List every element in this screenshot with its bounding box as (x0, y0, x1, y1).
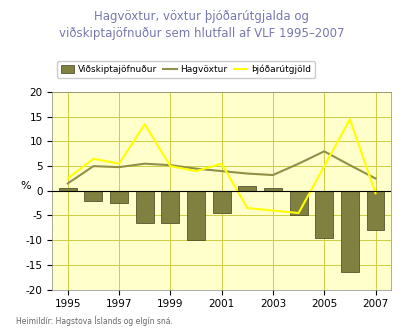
Legend: Viðskiptajöfnuður, Hagvöxtur, Þjóðarútgjöld: Viðskiptajöfnuður, Hagvöxtur, Þjóðarútgj… (57, 61, 315, 78)
Text: Heimildír: Hagstova Íslands og elgín sná.: Heimildír: Hagstova Íslands og elgín sná… (16, 315, 173, 326)
Bar (264, 188, 282, 191)
Bar (161, 191, 179, 223)
Bar (213, 191, 231, 213)
Bar (136, 191, 154, 223)
Bar (315, 191, 333, 238)
Bar (110, 191, 128, 203)
Bar (290, 191, 307, 215)
Bar (85, 191, 102, 201)
Bar (187, 191, 205, 240)
Bar (59, 188, 77, 191)
Bar (367, 191, 384, 230)
Bar (341, 191, 359, 272)
Text: Hagvöxtur, vöxtur þjóðarútgjalda og
viðskiptajöfnuður sem hlutfall af VLF 1995–2: Hagvöxtur, vöxtur þjóðarútgjalda og viðs… (59, 10, 344, 40)
Bar (238, 186, 256, 191)
Y-axis label: %: % (20, 181, 31, 191)
